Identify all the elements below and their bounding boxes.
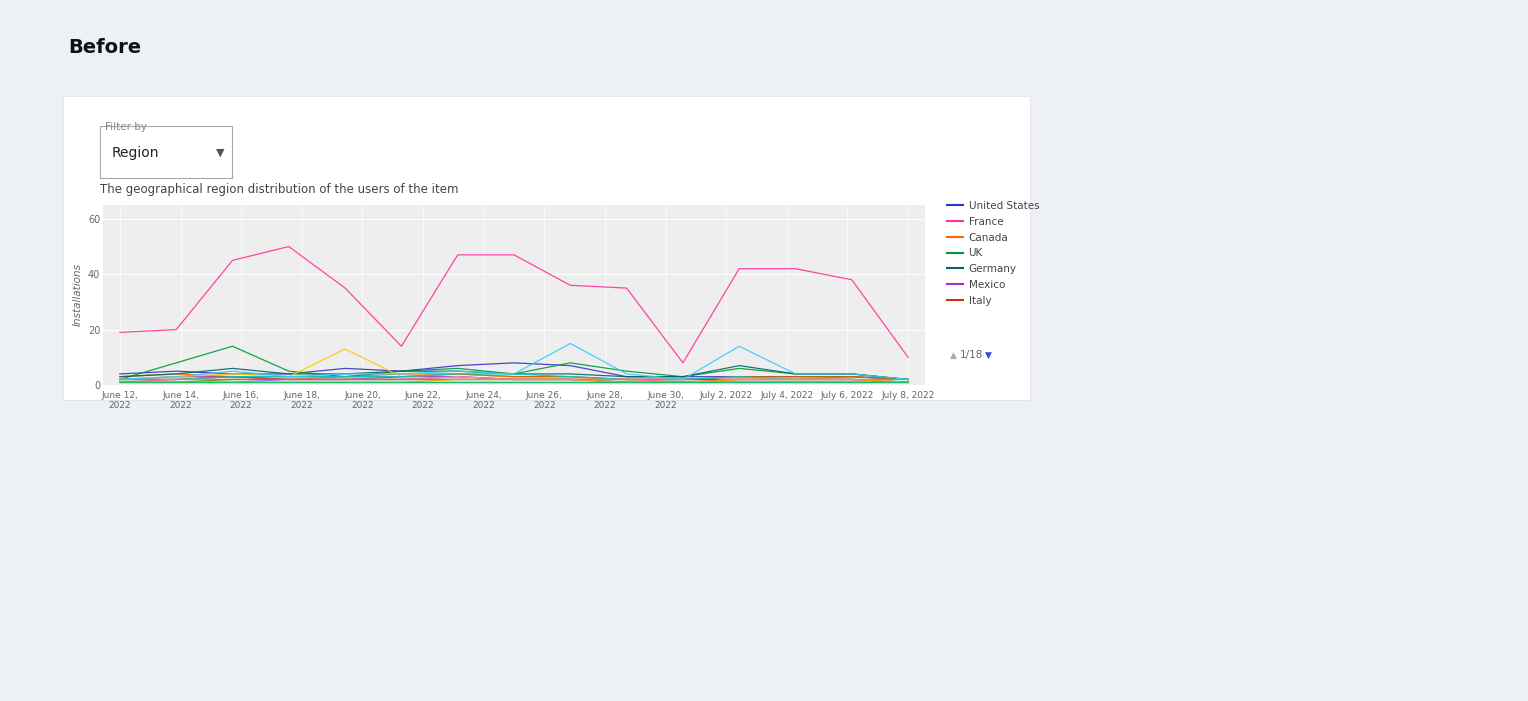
Text: ▼: ▼ <box>215 148 225 158</box>
Text: Region: Region <box>112 146 159 160</box>
Y-axis label: Installations: Installations <box>72 264 83 327</box>
Text: Filter by: Filter by <box>105 122 147 132</box>
Legend: United States, France, Canada, UK, Germany, Mexico, Italy: United States, France, Canada, UK, Germa… <box>947 201 1039 306</box>
Text: ▼: ▼ <box>986 350 992 360</box>
Text: The geographical region distribution of the users of the item: The geographical region distribution of … <box>99 184 458 196</box>
Text: ▲: ▲ <box>950 350 957 360</box>
Text: 1/18: 1/18 <box>960 350 984 360</box>
Text: Before: Before <box>69 38 141 57</box>
